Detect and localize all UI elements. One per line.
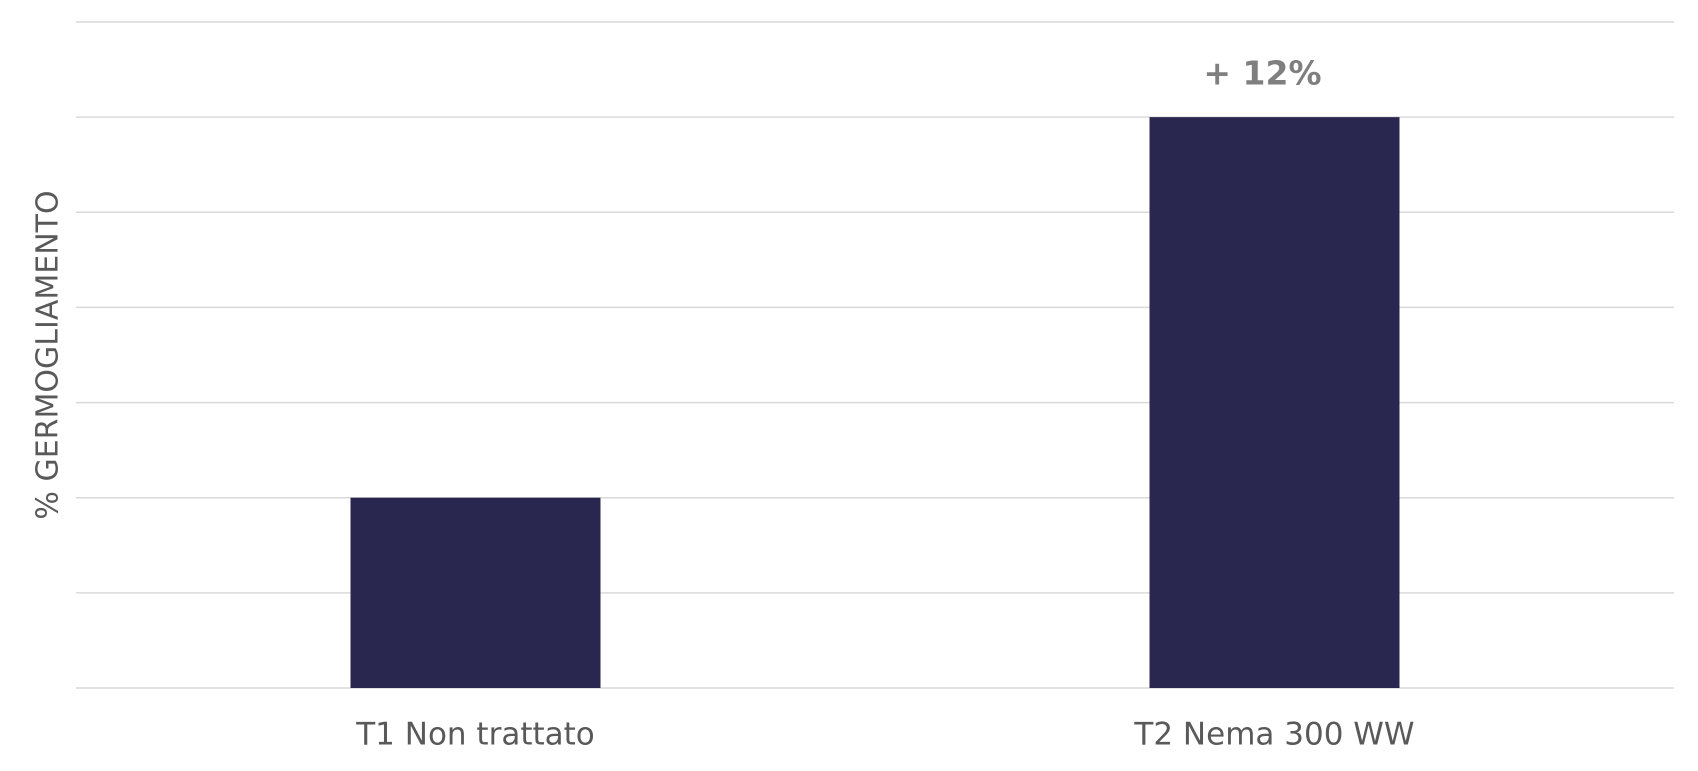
x-tick-label: T2 Nema 300 WW (1133, 717, 1414, 753)
x-tick-label: T1 Non trattato (355, 717, 595, 753)
y-axis-label: % GERMOGLIAMENTO (31, 190, 66, 519)
annotation: + 12% (1203, 54, 1321, 93)
bar (350, 497, 601, 688)
bar (1149, 117, 1400, 688)
